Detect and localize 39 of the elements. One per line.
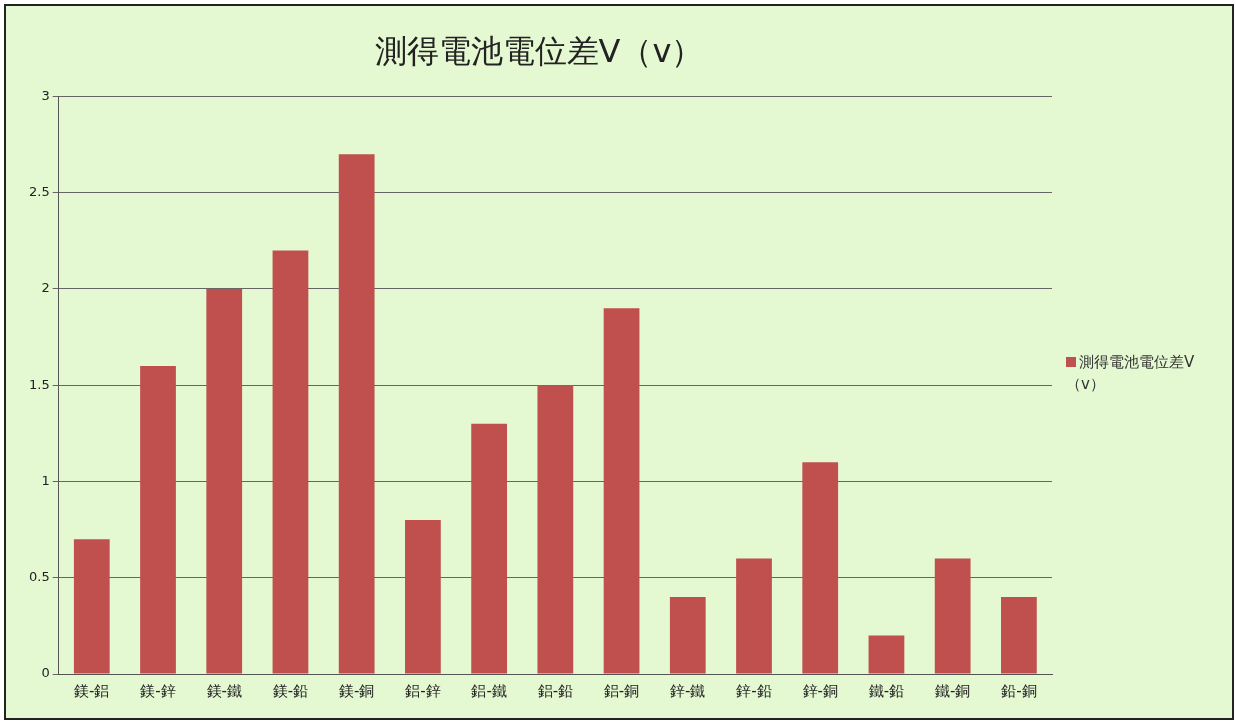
x-tick-label: 鋁-鋅 bbox=[405, 681, 441, 700]
chart-title: 測得電池電位差V（v） bbox=[374, 31, 704, 70]
bar bbox=[140, 365, 176, 674]
bar bbox=[603, 308, 640, 674]
x-tick-label: 鎂-鋅 bbox=[140, 681, 176, 700]
y-tick-label: 2 bbox=[41, 280, 50, 296]
bar bbox=[934, 558, 971, 674]
x-tick-label: 鉛-銅 bbox=[1001, 681, 1037, 700]
x-tick-label: 鎂-鉛 bbox=[272, 681, 309, 700]
x-tick-label: 鐵-鉛 bbox=[868, 681, 905, 700]
x-tick-label: 鋁-鐵 bbox=[471, 681, 507, 700]
x-tick-label: 鎂-銅 bbox=[338, 681, 375, 700]
bar bbox=[73, 539, 110, 674]
y-tick-label: 0.5 bbox=[28, 569, 50, 585]
y-tick-label: 3 bbox=[41, 87, 50, 103]
bar bbox=[537, 385, 574, 674]
bar bbox=[868, 635, 905, 674]
bar bbox=[272, 250, 309, 674]
bar bbox=[338, 154, 375, 674]
x-tick-label: 鋅-鉛 bbox=[736, 681, 772, 700]
bar bbox=[206, 288, 243, 674]
bar bbox=[669, 596, 706, 674]
x-tick-label: 鎂-鐵 bbox=[206, 681, 242, 700]
x-tick-label: 鋅-鐵 bbox=[670, 681, 706, 700]
y-tick-label: 0 bbox=[41, 665, 50, 681]
bar bbox=[471, 423, 507, 674]
x-tick-label: 鎂-鋁 bbox=[74, 681, 110, 700]
bar bbox=[405, 519, 441, 674]
bar bbox=[736, 558, 772, 674]
y-tick-label: 1 bbox=[41, 472, 50, 488]
y-tick-label: 1.5 bbox=[28, 376, 50, 392]
legend-label: 測得電池電位差V（v） bbox=[1066, 353, 1195, 393]
x-tick-label: 鋁-銅 bbox=[603, 681, 640, 700]
y-tick-label: 2.5 bbox=[28, 184, 50, 200]
x-tick-label: 鐵-銅 bbox=[934, 681, 971, 700]
x-tick-label: 鋅-銅 bbox=[802, 681, 838, 700]
x-tick-label: 鋁-鉛 bbox=[537, 681, 574, 700]
bar bbox=[802, 462, 839, 674]
bar bbox=[1001, 596, 1037, 674]
